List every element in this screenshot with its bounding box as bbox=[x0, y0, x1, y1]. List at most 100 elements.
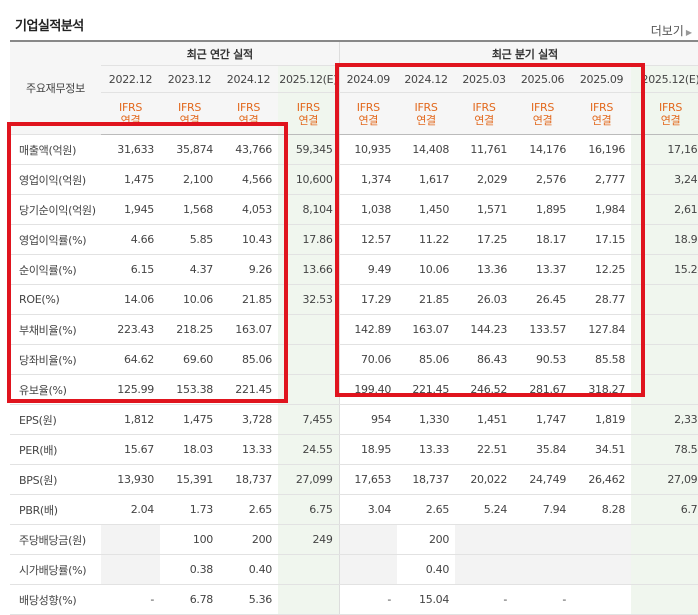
table-cell bbox=[455, 554, 514, 585]
table-cell: 9.26 bbox=[219, 254, 278, 285]
table-cell: 32.53 bbox=[278, 284, 340, 315]
table-cell: 10,600 bbox=[278, 164, 340, 195]
row-label: 영업이익률(%) bbox=[10, 224, 101, 255]
table-cell: 17.29 bbox=[338, 284, 398, 315]
table-row: EPS(원) 1,812 1,475 3,728 7,455 954 1,330 1,451 1… bbox=[10, 404, 698, 435]
table-cell: 153.38 bbox=[160, 374, 219, 405]
table-cell: 2,777 bbox=[572, 164, 632, 195]
ifrs-text: IFRS 연결 bbox=[472, 100, 496, 127]
table-cell: 200 bbox=[219, 524, 278, 555]
table-cell: 15.24 bbox=[631, 254, 698, 285]
table-cell: 246.52 bbox=[455, 374, 514, 405]
table-cell: 2.65 bbox=[397, 494, 456, 525]
row-label: 당좌비율(%) bbox=[10, 344, 101, 375]
table-cell: 1,617 bbox=[397, 164, 456, 195]
ifrs-text: IFRS 연결 bbox=[531, 100, 555, 127]
table-cell bbox=[278, 344, 340, 375]
table-cell: 28.77 bbox=[572, 284, 632, 315]
quarter-group-header: 최근 분기 실적 bbox=[338, 41, 698, 66]
table-cell: 16,196 bbox=[572, 134, 632, 165]
table-cell: 27,099 bbox=[631, 464, 698, 495]
table-row: PBR(배) 2.04 1.73 2.65 6.75 3.04 2.65 5.24 7.94 8.… bbox=[10, 494, 698, 525]
ifrs-text: IFRS 연결 bbox=[414, 100, 438, 127]
table-cell: 15.04 bbox=[397, 584, 456, 615]
row-label: 영업이익(억원) bbox=[10, 164, 101, 195]
table-cell: 8,104 bbox=[278, 194, 340, 225]
more-link[interactable]: 더보기 ▶ bbox=[651, 22, 692, 39]
table-row: 순이익률(%) 6.15 4.37 9.26 13.66 9.49 10.06 13.36 13… bbox=[10, 254, 698, 285]
table-cell: 0.38 bbox=[160, 554, 219, 585]
table-cell: 13,930 bbox=[101, 464, 160, 495]
table-cell: 3,728 bbox=[219, 404, 278, 435]
ifrs-text: IFRS 연결 bbox=[237, 100, 260, 127]
row-label: BPS(원) bbox=[10, 464, 101, 495]
table-cell bbox=[631, 554, 698, 585]
table-cell: 17.15 bbox=[572, 224, 632, 255]
row-label: 부채비율(%) bbox=[10, 314, 101, 345]
table-cell: 200 bbox=[397, 524, 456, 555]
table-cell: 8.28 bbox=[572, 494, 632, 525]
table-cell: 70.06 bbox=[338, 344, 398, 375]
table-cell: 2,576 bbox=[513, 164, 573, 195]
table-cell: 1,895 bbox=[513, 194, 573, 225]
ifrs-label: IFRS 연결 bbox=[455, 92, 514, 135]
table-row: 당좌비율(%) 64.62 69.60 85.06 70.06 85.06 86.43 90.… bbox=[10, 344, 698, 375]
table-cell: 24.55 bbox=[278, 434, 340, 465]
table-cell: 17,653 bbox=[338, 464, 398, 495]
row-label: PBR(배) bbox=[10, 494, 101, 525]
table-cell: 31,633 bbox=[101, 134, 160, 165]
table-cell: 281.67 bbox=[513, 374, 573, 405]
table-cell: 78.54 bbox=[631, 434, 698, 465]
table-cell bbox=[631, 284, 698, 315]
table-cell: 17.25 bbox=[455, 224, 514, 255]
table-cell bbox=[278, 554, 340, 585]
table-cell: 1,374 bbox=[338, 164, 398, 195]
table-row: 시가배당률(%) 0.38 0.40 0.40 bbox=[10, 554, 698, 585]
table-row: 영업이익률(%) 4.66 5.85 10.43 17.86 12.57 11.22 17.2… bbox=[10, 224, 698, 255]
ifrs-label: IFRS 연결 bbox=[631, 92, 698, 135]
section-title: 기업실적분석 bbox=[15, 19, 84, 34]
table-cell: 5.24 bbox=[455, 494, 514, 525]
table-cell: - bbox=[513, 584, 573, 615]
ifrs-label: IFRS 연결 bbox=[397, 92, 456, 135]
table-cell: 7,455 bbox=[278, 404, 340, 435]
period-header: 2024.12 bbox=[219, 65, 278, 93]
period-header: 2024.09 bbox=[338, 65, 398, 93]
table-cell bbox=[278, 584, 340, 615]
table-cell bbox=[631, 584, 698, 615]
table-cell: 85.06 bbox=[219, 344, 278, 375]
table-cell: 13.66 bbox=[278, 254, 340, 285]
table-cell: - bbox=[101, 584, 160, 615]
table-cell: 3,247 bbox=[631, 164, 698, 195]
ifrs-label: IFRS 연결 bbox=[513, 92, 573, 135]
ifrs-text: IFRS 연결 bbox=[356, 100, 380, 127]
table-cell bbox=[631, 314, 698, 345]
table-cell: 43,766 bbox=[219, 134, 278, 165]
table-cell: 90.53 bbox=[513, 344, 573, 375]
table-row: ROE(%) 14.06 10.06 21.85 32.53 17.29 21.85 26.0… bbox=[10, 284, 698, 315]
table-cell: 6.75 bbox=[278, 494, 340, 525]
period-header: 2025.12(E) bbox=[631, 65, 698, 93]
table-cell: 163.07 bbox=[397, 314, 456, 345]
table-cell: 13.33 bbox=[397, 434, 456, 465]
table-cell: 24,749 bbox=[513, 464, 573, 495]
table-cell: 4.66 bbox=[101, 224, 160, 255]
table-cell: 1,984 bbox=[572, 194, 632, 225]
row-label: 매출액(억원) bbox=[10, 134, 101, 165]
table-cell: 3.04 bbox=[338, 494, 398, 525]
chevron-right-icon: ▶ bbox=[685, 28, 692, 37]
table-cell: 1,038 bbox=[338, 194, 398, 225]
table-cell: 144.23 bbox=[455, 314, 514, 345]
table-cell: 0.40 bbox=[397, 554, 456, 585]
table-cell bbox=[631, 524, 698, 555]
period-header: 2025.12(E) bbox=[278, 65, 340, 93]
ifrs-label: IFRS 연결 bbox=[278, 92, 340, 135]
row-label: 배당성향(%) bbox=[10, 584, 101, 615]
table-row: 유보율(%) 125.99 153.38 221.45 199.40 221.45 246.… bbox=[10, 374, 698, 405]
ifrs-text: IFRS 연결 bbox=[119, 100, 142, 127]
table-cell bbox=[572, 524, 632, 555]
table-cell: 12.57 bbox=[338, 224, 398, 255]
table-cell bbox=[631, 344, 698, 375]
table-cell: 18.03 bbox=[160, 434, 219, 465]
table-cell: 4,053 bbox=[219, 194, 278, 225]
